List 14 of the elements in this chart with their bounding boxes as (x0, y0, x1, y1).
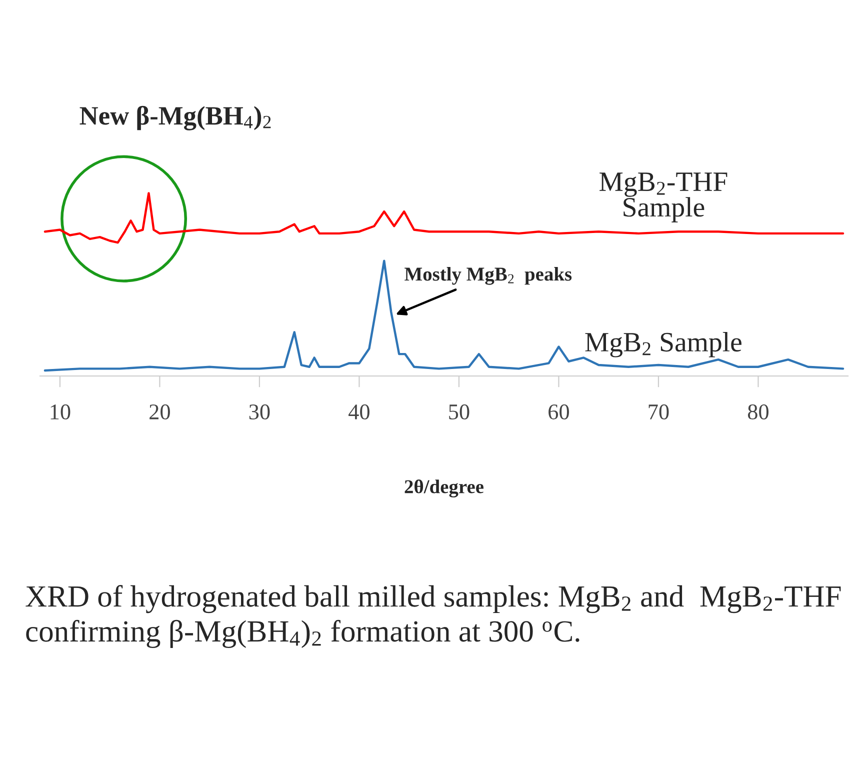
x-tick-label: 40 (348, 404, 370, 420)
series-label: MgB$_{2}$ Sample (585, 332, 742, 358)
text: XRD of hydrogenated ball milled samples: MgB$_{2}$ and MgB$_{2}$-THF confirming β-Mg(BH$_{4}$)$_{2}$ formation at 300 $^{o}$C. (26, 585, 841, 648)
x-tick-label: 30 (249, 404, 270, 420)
x-tick-label: 60 (548, 404, 569, 420)
x-axis-title: 2θ/degree (404, 479, 484, 498)
x-tick-label: 70 (648, 404, 669, 420)
x-tick-label: 50 (449, 404, 470, 420)
x-tick-label: 10 (50, 404, 70, 420)
annotation: Mostly MgB$_{2}$ peaks (404, 267, 572, 285)
x-tick-label: 80 (748, 404, 768, 420)
series-label: MgB$_{2}$-THF Sample (600, 172, 728, 222)
x-tick-label: 20 (150, 404, 170, 420)
text: New β-Mg(BH$_{4}$)$_{2}$ (80, 106, 271, 130)
